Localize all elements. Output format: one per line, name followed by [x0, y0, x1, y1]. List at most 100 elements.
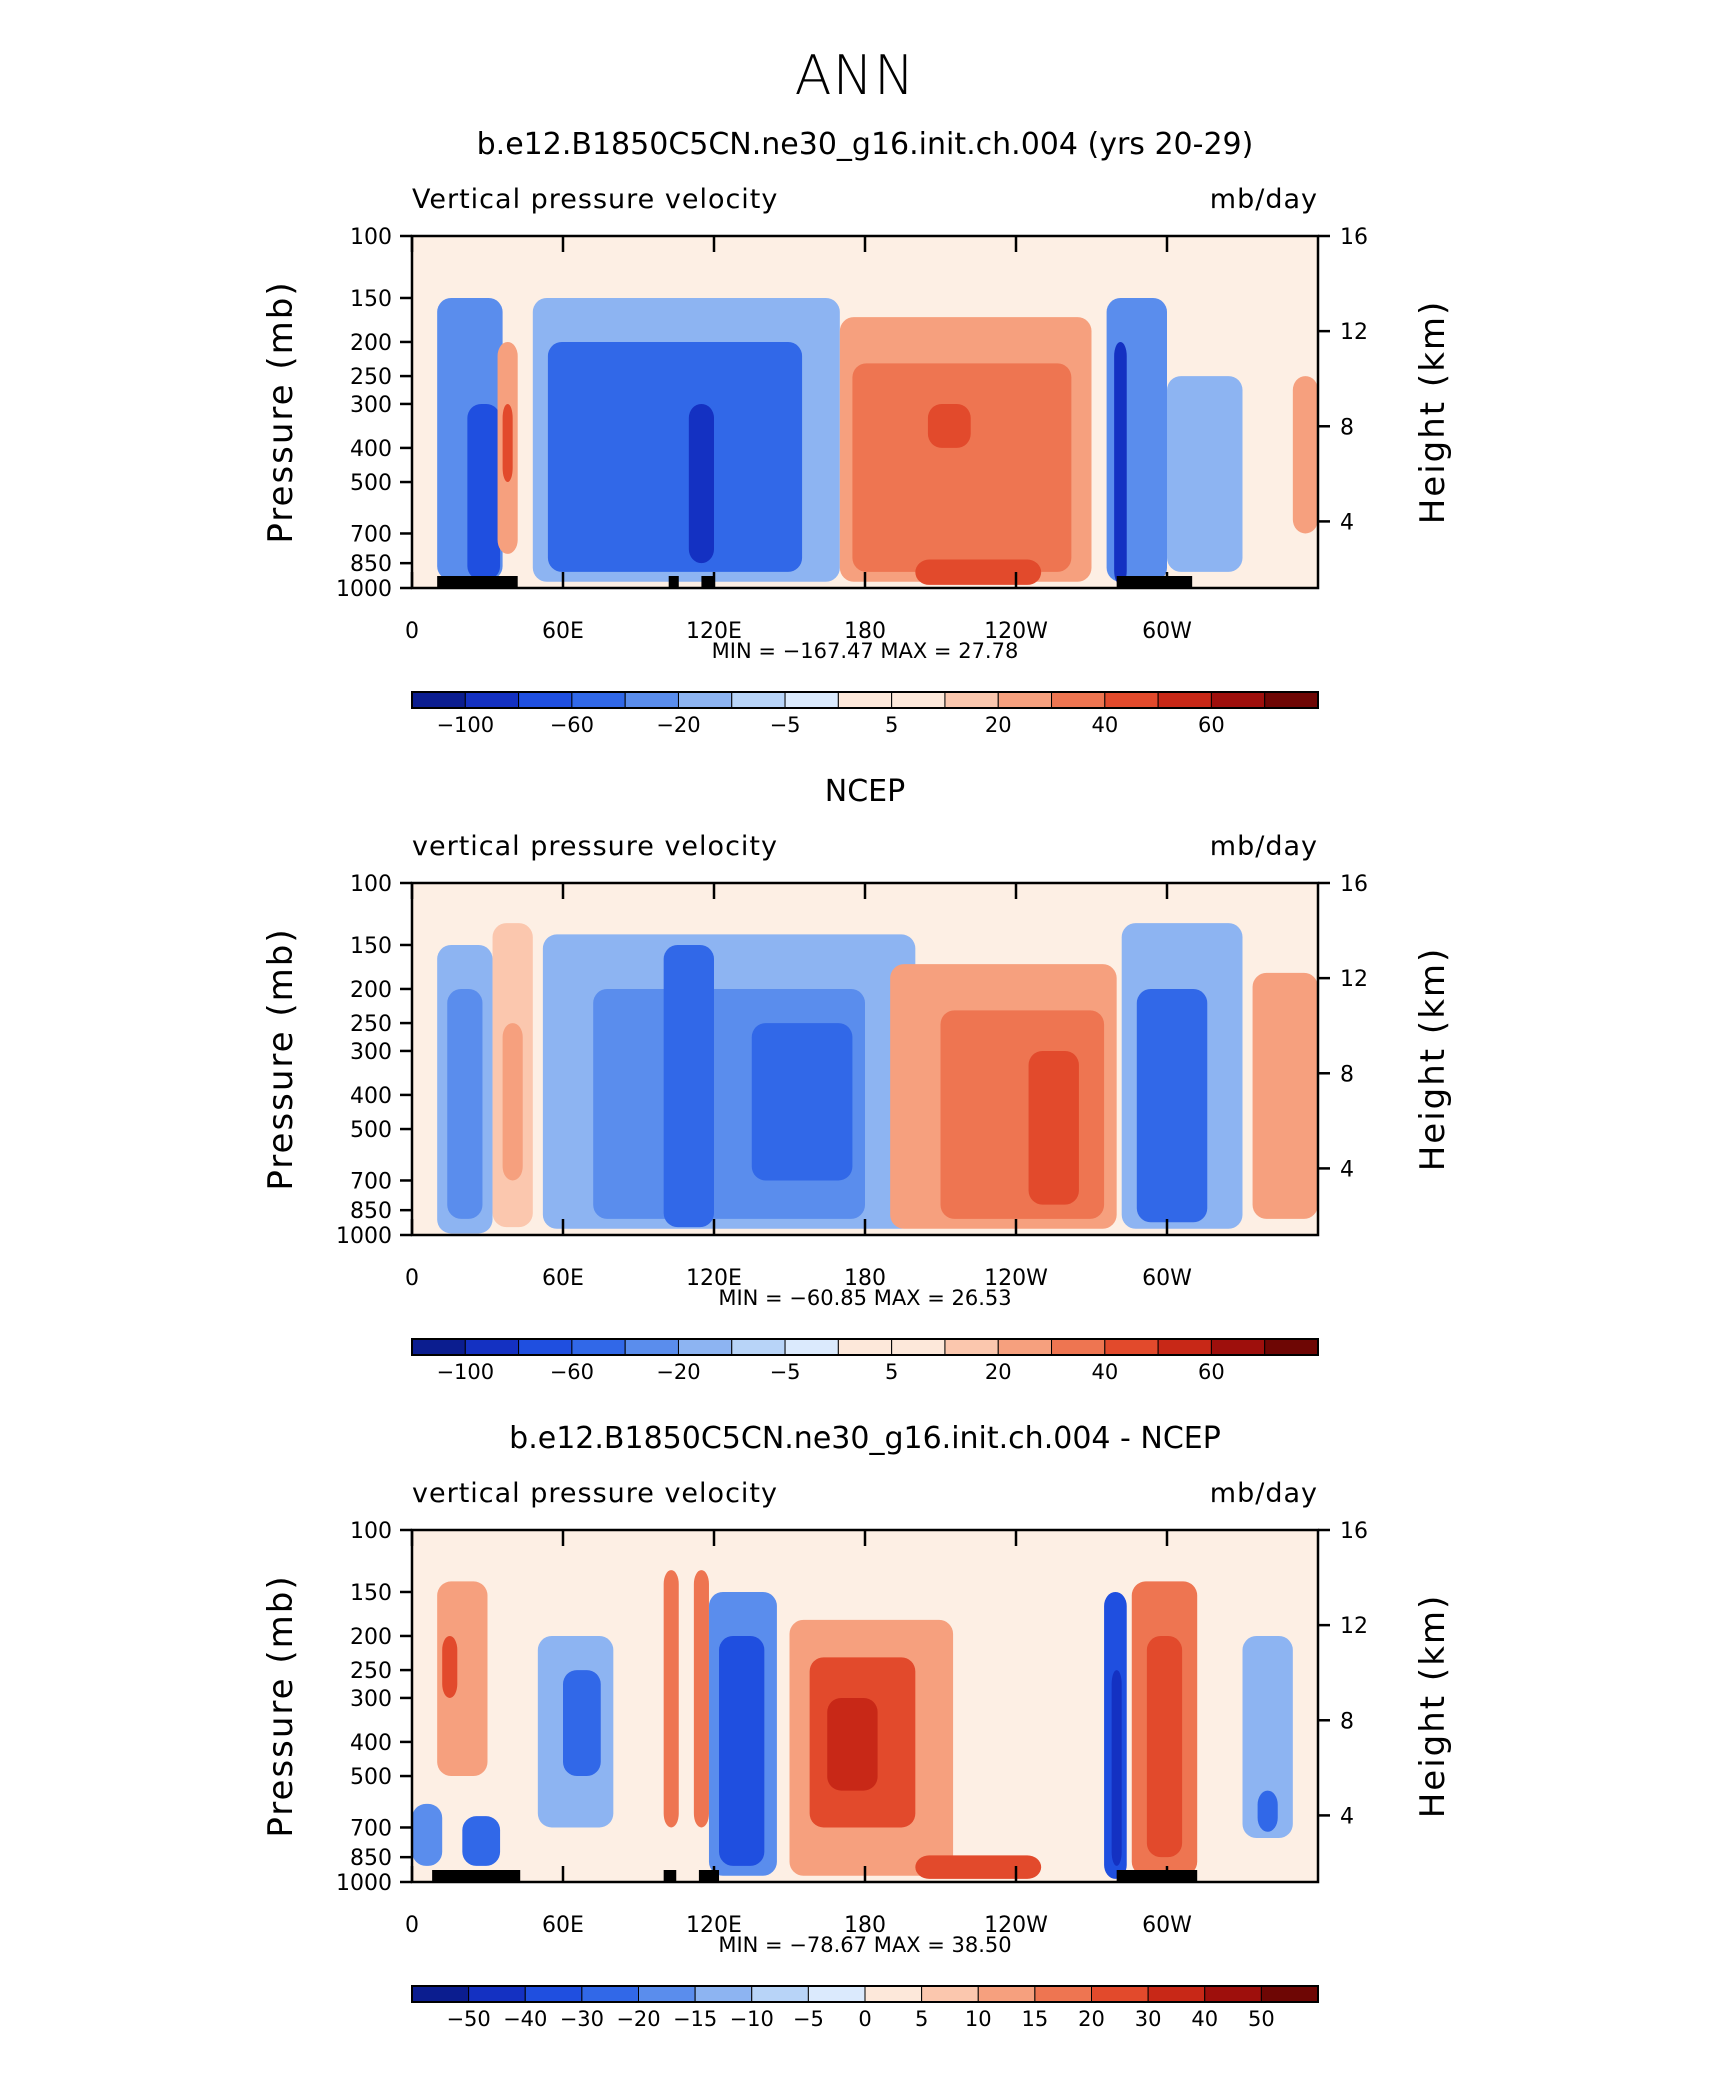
colorbar-box: [677, 1338, 733, 1356]
y-tick-label: 1000: [336, 1871, 392, 1896]
colorbar-box: [571, 691, 626, 709]
panel-title: b.e12.B1850C5CN.ne30_g16.init.ch.004 (yr…: [477, 127, 1254, 162]
x-tick-label: 0: [405, 1266, 419, 1291]
min-max-stats: MIN = −60.85 MAX = 26.53: [718, 1286, 1011, 1310]
colorbar-label: 20: [985, 713, 1012, 737]
contour-region: [547, 341, 803, 572]
contour-region: [447, 988, 483, 1219]
figure-title: ANN: [794, 44, 916, 107]
colorbar-box: [1157, 1338, 1212, 1356]
colorbar-frame: [411, 1985, 1319, 2003]
topography-mask: [698, 1870, 720, 1882]
colorbar-label: −5: [793, 2007, 824, 2031]
colorbar-label: −30: [560, 2007, 604, 2031]
x-tick-label: 0: [405, 619, 419, 644]
left-string: Vertical pressure velocity: [412, 184, 778, 215]
x-tick-label: 60E: [542, 1266, 584, 1291]
colorbar-box: [694, 1985, 753, 2003]
colorbar-label: 60: [1198, 1360, 1225, 1384]
x-tick-label: 120E: [686, 619, 742, 644]
y-tick-label: 250: [350, 1659, 392, 1684]
contour-region: [693, 1570, 709, 1828]
y-tick-label: 200: [350, 1625, 392, 1650]
y-right-tick-label: 16: [1340, 225, 1368, 250]
colorbar-label: 60: [1198, 713, 1225, 737]
contour-region: [852, 363, 1072, 572]
y-right-tick-label: 4: [1340, 1157, 1354, 1182]
colorbar-label: −20: [656, 713, 700, 737]
colorbar-label: 5: [885, 713, 898, 737]
colorbar-box: [891, 1338, 946, 1356]
colorbar-box: [1264, 691, 1319, 709]
y-tick-label: 1000: [336, 577, 392, 602]
colorbar-label: −20: [616, 2007, 660, 2031]
colorbar-box: [1104, 1338, 1159, 1356]
left-string: vertical pressure velocity: [412, 1478, 778, 1509]
topography-mask: [663, 1870, 677, 1882]
y-tick-label: 500: [350, 1118, 392, 1143]
colorbar-box: [1157, 691, 1212, 709]
contour-region: [751, 1023, 853, 1181]
contour-region: [1028, 1050, 1079, 1205]
y-tick-label: 250: [350, 1012, 392, 1037]
y-right-tick-label: 8: [1340, 1709, 1354, 1734]
units-label: mb/day: [1210, 831, 1318, 862]
colorbar-label: 30: [1135, 2007, 1162, 2031]
topography-mask: [701, 576, 714, 588]
contour-region: [663, 1570, 679, 1828]
contour-region: [1292, 376, 1318, 534]
colorbar-label: 0: [858, 2007, 871, 2031]
y-right-tick-label: 8: [1340, 1062, 1354, 1087]
y-tick-label: 850: [350, 552, 392, 577]
x-tick-label: 0: [405, 1913, 419, 1938]
colorbar-box: [1051, 1338, 1106, 1356]
colorbar-frame: [411, 1338, 1319, 1356]
contour-region: [1146, 1635, 1183, 1858]
colorbar-label: −15: [673, 2007, 717, 2031]
y-tick-label: 200: [350, 331, 392, 356]
y-tick-label: 250: [350, 365, 392, 390]
y-tick-label: 400: [350, 1084, 392, 1109]
colorbar-label: −5: [770, 1360, 801, 1384]
x-tick-label: 60W: [1142, 619, 1192, 644]
colorbar-box: [411, 1985, 470, 2003]
y-right-tick-label: 4: [1340, 1804, 1354, 1829]
contour-region: [1252, 972, 1318, 1219]
colorbar-box: [624, 691, 679, 709]
colorbar-box: [944, 1338, 999, 1356]
contour-region: [940, 1010, 1105, 1219]
y-tick-label: 100: [350, 1519, 392, 1544]
colorbar-box: [837, 1338, 893, 1356]
colorbar-label: 20: [985, 1360, 1012, 1384]
topography-mask: [1116, 576, 1193, 588]
colorbar-label: −10: [730, 2007, 774, 2031]
colorbar-label: −100: [436, 1360, 494, 1384]
x-tick-label: 180: [844, 1266, 886, 1291]
y-axis-label: Pressure (mb): [261, 1574, 301, 1837]
contour-region: [719, 1635, 765, 1866]
contour-region: [1167, 376, 1243, 572]
colorbar-label: 5: [885, 1360, 898, 1384]
y-tick-label: 1000: [336, 1224, 392, 1249]
contour-region: [502, 1023, 523, 1181]
colorbar-box: [524, 1985, 583, 2003]
y-tick-label: 500: [350, 471, 392, 496]
colorbar-box: [807, 1985, 866, 2003]
colorbar-box: [997, 691, 1053, 709]
colorbar-label: 40: [1191, 2007, 1218, 2031]
colorbar-box: [784, 1338, 839, 1356]
contour-region: [663, 944, 714, 1228]
y-tick-label: 400: [350, 437, 392, 462]
colorbar-box: [751, 1985, 809, 2003]
colorbar-box: [468, 1985, 526, 2003]
y-tick-label: 300: [350, 393, 392, 418]
colorbar-label: 10: [965, 2007, 992, 2031]
left-string: vertical pressure velocity: [412, 831, 778, 862]
contour-region: [442, 1635, 458, 1698]
contour-region: [688, 403, 714, 564]
colorbar-label: 40: [1091, 713, 1118, 737]
colorbar-box: [1264, 1338, 1319, 1356]
colorbar-box: [977, 1985, 1036, 2003]
contour-region: [1242, 1635, 1293, 1839]
contour-region: [1136, 988, 1208, 1223]
